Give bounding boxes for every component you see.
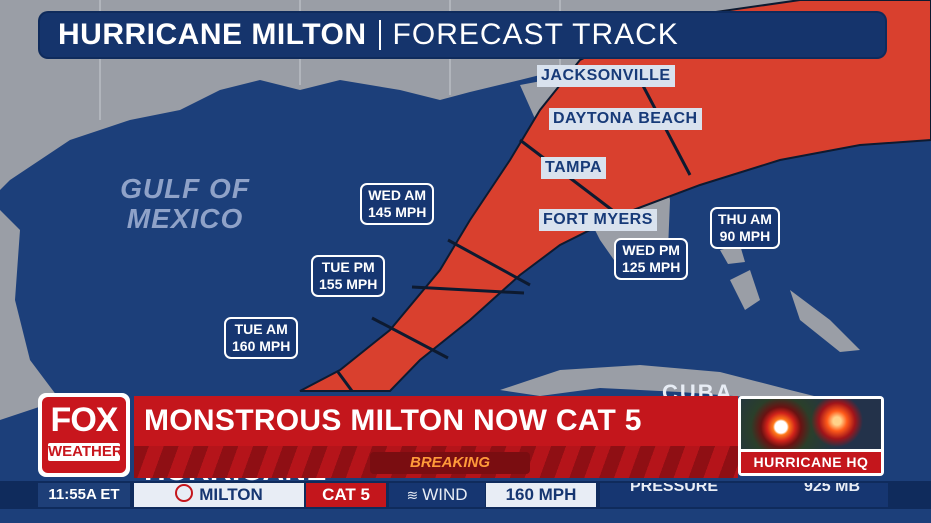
gulf-of-mexico-label: GULF OF MEXICO (120, 173, 250, 234)
city-label-jacksonville: JACKSONVILLE (537, 65, 675, 87)
city-label-fort-myers: FORT MYERS (539, 209, 657, 231)
cuba-landmass (500, 365, 830, 400)
ticker-pressure: PRESSURE 925 MB (600, 483, 888, 507)
forecast-point-thu-am: THU AM 90 MPH (710, 207, 780, 249)
hurricane-hq-thumbnail: HURRICANE HQ (738, 396, 884, 476)
title-main: HURRICANE MILTON (58, 18, 367, 51)
ticker-time: 11:55A ET (38, 483, 130, 507)
ticker-pressure-label: PRESSURE (630, 483, 719, 495)
forecast-point-wed-pm: WED PM 125 MPH (614, 238, 689, 280)
ticker-storm-name: MILTON (199, 485, 263, 504)
city-label-tampa: TAMPA (541, 157, 607, 179)
title-bar: HURRICANE MILTON FORECAST TRACK (40, 13, 885, 57)
breaking-label: BREAKING (370, 452, 530, 474)
ticker-wind-value: 160 MPH (486, 483, 596, 507)
forecast-point-tue-pm: TUE PM 155 MPH (311, 255, 386, 297)
title-sub: FORECAST TRACK (392, 18, 679, 51)
ticker-wind-label: WIND (422, 485, 468, 504)
ticker-category: CAT 5 (306, 483, 386, 507)
fox-weather-logo: FOX WEATHER (38, 393, 130, 477)
ticker-pressure-value: 925 MB (803, 483, 860, 495)
satellite-image (741, 399, 881, 449)
forecast-point-wed-am: WED AM 145 MPH (360, 183, 435, 225)
wind-icon: ≋ (406, 487, 419, 503)
title-divider (378, 20, 381, 50)
city-label-daytona-beach: DAYTONA BEACH (549, 108, 702, 130)
hurricane-icon (175, 484, 194, 502)
logo-weather-text: WEATHER (48, 443, 123, 461)
breaking-headline: MONSTROUS MILTON NOW CAT 5 HURRICANE (134, 396, 738, 487)
logo-fox-text: FOX (50, 401, 119, 439)
bahamas-landmass (720, 245, 860, 352)
ticker-wind: ≋ WIND (389, 483, 485, 507)
ticker-storm: MILTON (134, 483, 304, 507)
mexico-landmass (0, 210, 60, 420)
forecast-point-tue-am: TUE AM 160 MPH (224, 317, 299, 359)
hurricane-hq-label: HURRICANE HQ (741, 452, 881, 473)
